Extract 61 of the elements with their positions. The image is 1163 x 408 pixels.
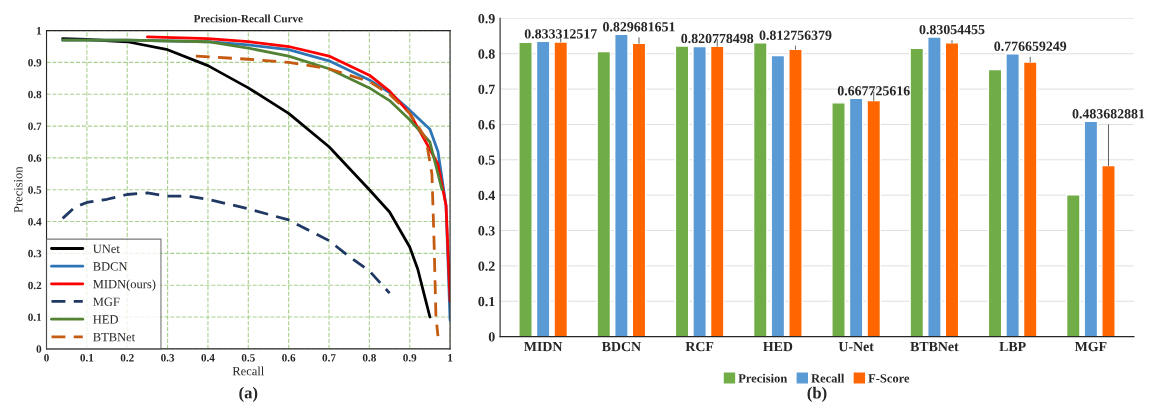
- legend-label: MIDN(ours): [93, 279, 156, 291]
- y-tick-label: 0: [488, 332, 495, 342]
- x-tick-label: 0.1: [80, 354, 94, 362]
- legend-label: Recall: [811, 373, 845, 383]
- data-label: 0.667725616: [837, 86, 910, 96]
- data-label: 0.812756379: [759, 30, 832, 40]
- x-tick-label: 0.8: [362, 354, 376, 362]
- data-label: 0.776659249: [994, 41, 1067, 51]
- x-tick-label: U-Net: [838, 342, 874, 352]
- legend-label: MGF: [93, 297, 120, 306]
- text: (a): [239, 386, 258, 402]
- x-tick-label: 0.4: [201, 354, 215, 362]
- x-tick-label: 0.2: [120, 354, 134, 362]
- y-tick-label: 0.9: [478, 13, 495, 24]
- x-tick-label: 0.9: [403, 354, 417, 362]
- x-tick-label: 1: [448, 354, 453, 362]
- y-tick-label: 0.9: [28, 58, 42, 67]
- legend-label: BTBNet: [93, 332, 136, 342]
- y-tick-label: 0.5: [478, 155, 495, 165]
- x-tick-label: 0.3: [161, 354, 175, 362]
- x-tick-label: RCF: [685, 341, 714, 352]
- y-tick-label: 0.5: [28, 186, 42, 194]
- x-tick-label: 0.6: [282, 354, 296, 362]
- y-tick-label: 0.3: [28, 249, 42, 258]
- legend-label: UNet: [93, 244, 120, 253]
- data-label: 0.820778498: [681, 33, 754, 44]
- y-tick-label: 0.6: [28, 154, 42, 162]
- legend-label: HED: [93, 315, 118, 324]
- legend-label: Precision: [738, 373, 788, 383]
- data-label: 0.829681651: [603, 22, 675, 32]
- x-tick-label: 0.7: [322, 354, 336, 362]
- y-tick-label: 0.4: [28, 218, 42, 226]
- x-tick-label: BDCN: [601, 341, 641, 352]
- x-tick-label: LBP: [999, 342, 1026, 352]
- x-tick-label: HED: [763, 342, 793, 352]
- x-tick-label: MIDN: [524, 342, 563, 352]
- data-label: 0.83054455: [919, 24, 985, 35]
- y-tick-label: 0.1: [478, 296, 495, 307]
- x-tick-label: 0: [44, 354, 49, 362]
- legend-label: F-Score: [868, 374, 910, 383]
- x-tick-label: 0.5: [241, 354, 255, 362]
- legend-label: BDCN: [93, 262, 128, 271]
- x-tick-label: BTBNet: [910, 342, 959, 352]
- y-tick-label: 0.3: [478, 226, 495, 236]
- y-tick-label: 1: [36, 27, 42, 35]
- y-tick-label: 0.7: [28, 122, 42, 131]
- chart-title: Precision-Recall Curve: [193, 14, 303, 23]
- x-axis-title: Recall: [232, 366, 265, 376]
- y-tick-label: 0.4: [478, 190, 495, 201]
- y-tick-label: 0.6: [478, 120, 495, 130]
- y-tick-label: 0.1: [28, 313, 42, 322]
- y-axis-title: Precision: [14, 166, 23, 213]
- text: (b): [807, 386, 827, 402]
- y-tick-label: 0.2: [28, 281, 42, 290]
- y-tick-label: 0.8: [28, 90, 42, 99]
- data-label: 0.833312517: [524, 29, 597, 39]
- y-tick-label: 0.2: [478, 261, 495, 271]
- data-label: 0.483682881: [1072, 109, 1145, 119]
- y-tick-label: 0.8: [478, 49, 495, 59]
- x-tick-label: MGF: [1074, 341, 1107, 352]
- y-tick-label: 0.7: [478, 84, 495, 95]
